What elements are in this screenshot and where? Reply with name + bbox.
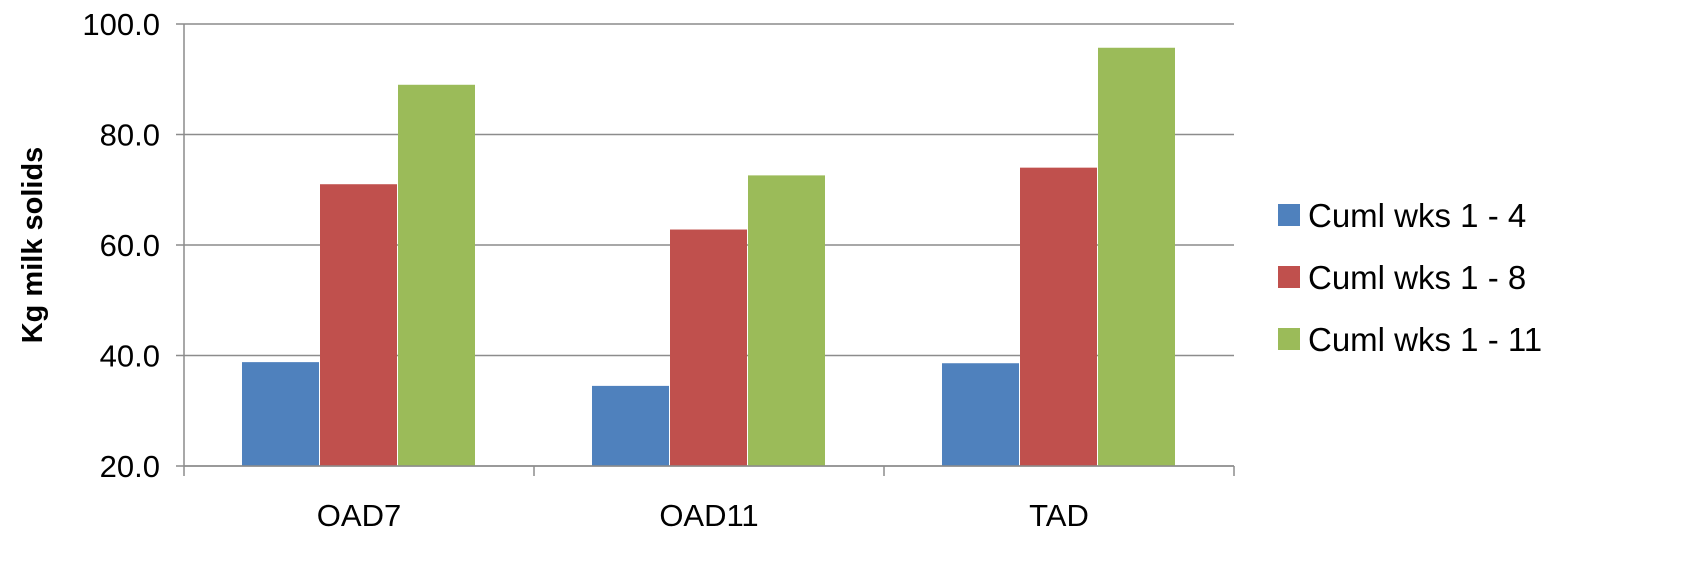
x-tick-labels: OAD7 OAD11 TAD (317, 498, 1089, 533)
bar (398, 84, 475, 467)
legend-label: Cuml wks 1 - 4 (1308, 197, 1526, 234)
x-tick-label: OAD11 (659, 498, 758, 533)
bar (242, 362, 319, 466)
bar (592, 385, 669, 466)
y-tick-label: 20.0 (100, 449, 160, 484)
bar (748, 175, 825, 466)
y-tick-labels: 20.0 40.0 60.0 80.0 100.0 (82, 7, 160, 484)
bar (1020, 167, 1097, 466)
x-tick-label: OAD7 (317, 498, 401, 533)
legend-label: Cuml wks 1 - 8 (1308, 259, 1526, 296)
bar (942, 363, 1019, 466)
y-tick-label: 40.0 (100, 339, 160, 374)
y-tick-label: 80.0 (100, 118, 160, 153)
legend-swatch (1278, 328, 1300, 350)
legend: Cuml wks 1 - 4 Cuml wks 1 - 8 Cuml wks 1 -… (1278, 197, 1542, 358)
bars (242, 47, 1175, 467)
bar (320, 184, 397, 466)
bar (670, 229, 747, 466)
y-tick-label: 60.0 (100, 228, 160, 263)
legend-swatch (1278, 204, 1300, 226)
x-tick-label: TAD (1029, 498, 1089, 533)
legend-label: Cuml wks 1 - 11 (1308, 321, 1542, 358)
legend-swatch (1278, 266, 1300, 288)
y-tick-label: 100.0 (82, 7, 160, 42)
axes (183, 24, 1235, 476)
bar (1098, 47, 1175, 466)
y-axis-title: Kg milk solids (17, 147, 49, 344)
